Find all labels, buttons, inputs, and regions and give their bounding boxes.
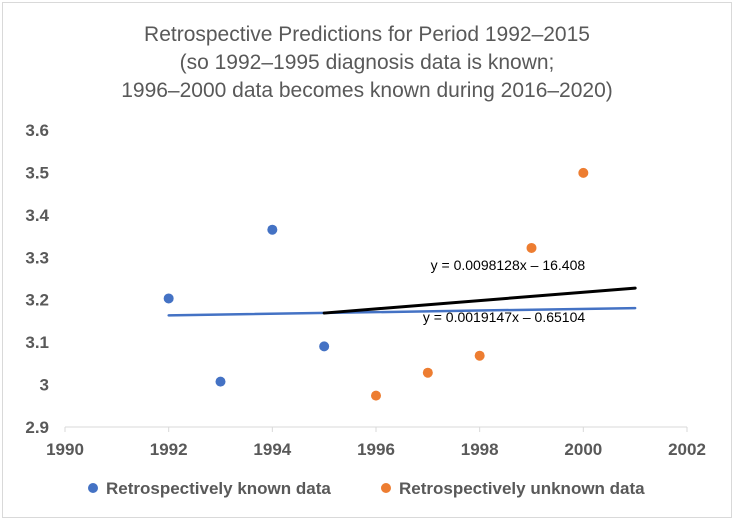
chart-title: Retrospective Predictions for Period 199…	[121, 23, 613, 102]
x-tick-label: 1994	[253, 440, 291, 459]
unknown-data-point	[526, 242, 537, 253]
y-tick-label: 3.3	[25, 248, 49, 267]
x-tick-label: 2000	[564, 440, 602, 459]
unknown-data-point	[422, 367, 433, 378]
y-tick-label: 2.9	[25, 418, 49, 437]
trendline-equation: y = 0.0098128x – 16.408	[431, 257, 586, 273]
y-tick-label: 3.1	[25, 333, 49, 352]
x-tick-label: 1990	[46, 440, 84, 459]
legend-label-known: Retrospectively known data	[106, 479, 331, 498]
chart-title-line-1: Retrospective Predictions for Period 199…	[144, 23, 590, 46]
chart-frame: Retrospective Predictions for Period 199…	[2, 2, 732, 518]
y-tick-label: 3	[40, 376, 49, 395]
legend: Retrospectively known data Retrospectivel…	[88, 479, 645, 498]
x-tick-label: 1998	[461, 440, 499, 459]
y-tick-label: 3.5	[25, 163, 49, 182]
y-tick-label: 3.6	[25, 121, 49, 140]
scatter-chart: Retrospective Predictions for Period 199…	[25, 23, 706, 498]
legend-marker-unknown	[381, 483, 391, 493]
known-data-point	[267, 224, 278, 235]
trendline-unknown-black	[322, 286, 637, 315]
y-tick-label: 3.4	[25, 206, 49, 225]
plot-area: 2.9 3 3.1 3.2 3.3 3.4 3.5 3.6 1990 1992 1994 1996 19…	[25, 121, 706, 459]
legend-label-unknown: Retrospectively unknown data	[399, 479, 645, 498]
chart-title-line-2: (so 1992–1995 diagnosis data is known;	[180, 51, 555, 74]
x-tick-label: 1996	[357, 440, 395, 459]
legend-marker-known	[88, 483, 98, 493]
x-tick-label: 1992	[150, 440, 188, 459]
y-tick-label: 3.2	[25, 291, 49, 310]
unknown-data-point	[371, 390, 381, 401]
trendline-known-blue	[167, 306, 637, 317]
unknown-data-point	[578, 167, 589, 178]
known-data-point	[319, 341, 330, 352]
chart-title-line-3: 1996–2000 data becomes known during 2016…	[121, 79, 613, 102]
trendline-equation: y = 0.0019147x – 0.65104	[423, 309, 586, 325]
known-data-point	[163, 293, 174, 304]
x-tick-label: 2002	[668, 440, 706, 459]
known-data-point	[215, 376, 226, 387]
unknown-data-point	[474, 350, 485, 361]
